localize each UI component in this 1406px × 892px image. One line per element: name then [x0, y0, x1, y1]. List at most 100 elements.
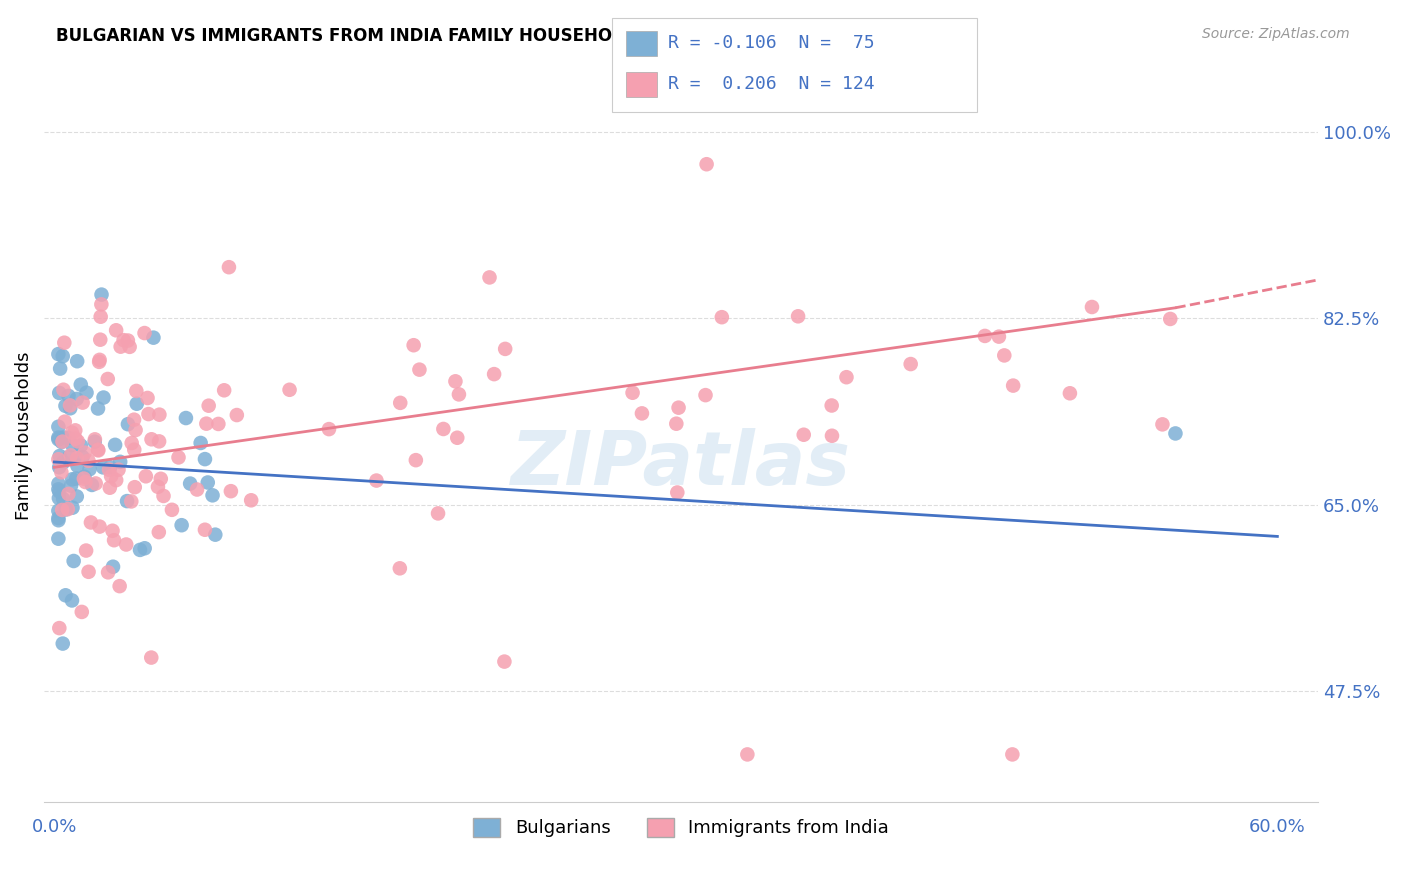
Immigrants from India [149, 472, 172, 486]
Bulgarians [125, 397, 148, 411]
Immigrants from India [446, 431, 468, 445]
Immigrants from India [631, 406, 654, 420]
Bulgarians [60, 478, 83, 492]
Immigrants from India [110, 340, 132, 354]
Immigrants from India [89, 519, 111, 533]
Bulgarians [179, 476, 201, 491]
Bulgarians [62, 438, 84, 452]
Text: ZIPatlas: ZIPatlas [512, 428, 851, 501]
Immigrants from India [494, 342, 516, 356]
Immigrants from India [103, 533, 125, 548]
Immigrants from India [225, 408, 247, 422]
Bulgarians [48, 431, 70, 445]
Bulgarians [142, 331, 165, 345]
Immigrants from India [124, 423, 146, 437]
Bulgarians [65, 471, 87, 485]
Immigrants from India [112, 333, 135, 347]
Bulgarians [170, 518, 193, 533]
Immigrants from India [974, 329, 997, 343]
Immigrants from India [621, 385, 644, 400]
Bulgarians [52, 349, 75, 363]
Immigrants from India [89, 333, 111, 347]
Immigrants from India [48, 621, 70, 635]
Bulgarians [129, 542, 152, 557]
Immigrants from India [90, 310, 112, 324]
Immigrants from India [105, 473, 128, 487]
Immigrants from India [366, 474, 388, 488]
Immigrants from India [70, 605, 93, 619]
Immigrants from India [494, 655, 516, 669]
Immigrants from India [83, 433, 105, 447]
Immigrants from India [51, 434, 73, 449]
Immigrants from India [98, 463, 121, 477]
Immigrants from India [146, 480, 169, 494]
Immigrants from India [53, 415, 76, 429]
Immigrants from India [75, 543, 97, 558]
Bulgarians [48, 449, 70, 463]
Immigrants from India [51, 503, 73, 517]
Immigrants from India [207, 417, 229, 431]
Bulgarians [190, 436, 212, 450]
Immigrants from India [1152, 417, 1174, 432]
Bulgarians [60, 593, 83, 607]
Immigrants from India [138, 407, 160, 421]
Immigrants from India [98, 481, 121, 495]
Immigrants from India [710, 310, 733, 325]
Bulgarians [52, 492, 75, 507]
Immigrants from India [107, 463, 129, 477]
Immigrants from India [101, 524, 124, 538]
Immigrants from India [787, 310, 810, 324]
Bulgarians [79, 462, 101, 476]
Bulgarians [48, 385, 70, 400]
Bulgarians [62, 500, 84, 515]
Immigrants from India [72, 395, 94, 409]
Bulgarians [48, 460, 70, 475]
Immigrants from India [197, 399, 219, 413]
Bulgarians [48, 504, 70, 518]
Immigrants from India [117, 334, 139, 348]
Bulgarians [48, 511, 70, 525]
Text: R =  0.206  N = 124: R = 0.206 N = 124 [668, 75, 875, 93]
Bulgarians [69, 377, 91, 392]
Immigrants from India [1059, 386, 1081, 401]
Immigrants from India [389, 396, 412, 410]
Text: 60.0%: 60.0% [1249, 818, 1306, 836]
Immigrants from India [122, 442, 145, 457]
Immigrants from India [118, 340, 141, 354]
Immigrants from India [48, 452, 70, 467]
Immigrants from India [478, 270, 501, 285]
Immigrants from India [100, 469, 122, 483]
Immigrants from India [124, 480, 146, 494]
Immigrants from India [212, 384, 235, 398]
Immigrants from India [1001, 747, 1024, 762]
Immigrants from India [65, 423, 87, 437]
Immigrants from India [402, 338, 425, 352]
Immigrants from India [194, 523, 217, 537]
Immigrants from India [66, 451, 89, 466]
Immigrants from India [160, 503, 183, 517]
Immigrants from India [427, 507, 450, 521]
Immigrants from India [148, 408, 170, 422]
Bulgarians [51, 434, 73, 449]
Bulgarians [48, 419, 70, 434]
Immigrants from India [73, 472, 96, 486]
Immigrants from India [821, 399, 844, 413]
Bulgarians [48, 513, 70, 527]
Bulgarians [201, 488, 224, 502]
Bulgarians [62, 554, 84, 568]
Immigrants from India [134, 326, 156, 340]
Bulgarians [48, 433, 70, 447]
Immigrants from India [993, 348, 1015, 362]
Bulgarians [87, 401, 110, 416]
Bulgarians [197, 475, 219, 490]
Immigrants from India [120, 494, 142, 508]
Bulgarians [49, 361, 72, 376]
Immigrants from India [51, 465, 73, 479]
Bulgarians [66, 354, 89, 368]
Immigrants from India [388, 561, 411, 575]
Bulgarians [194, 452, 217, 467]
Immigrants from India [141, 432, 163, 446]
Immigrants from India [122, 412, 145, 426]
Immigrants from India [135, 469, 157, 483]
Immigrants from India [84, 476, 107, 491]
